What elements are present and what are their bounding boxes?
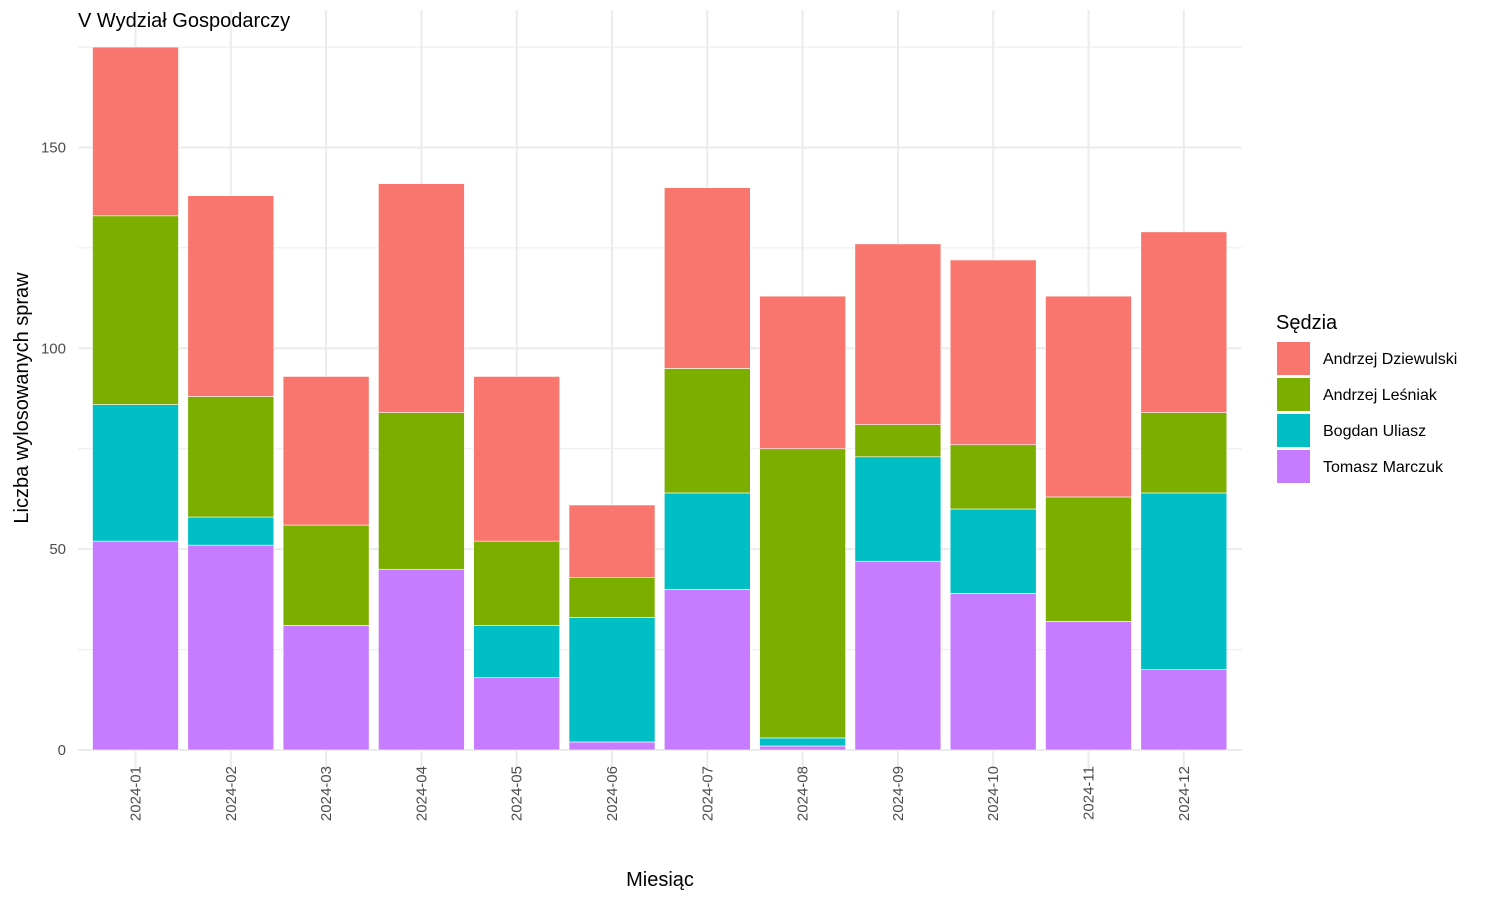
x-tick-label: 2024-08 <box>795 766 812 821</box>
bar-segment <box>1140 669 1228 751</box>
legend: Sędzia Andrzej Dziewulski Andrzej Leśniak… <box>1276 312 1457 483</box>
bar-segment <box>92 540 179 751</box>
legend-swatch <box>1277 450 1310 483</box>
y-tick-label: 150 <box>41 140 66 157</box>
x-tick-label: 2024-12 <box>1176 766 1193 821</box>
bar-segment <box>854 243 942 425</box>
x-tick-label: 2024-06 <box>604 766 621 821</box>
bar-segment <box>663 187 751 369</box>
bar-segment <box>1140 412 1228 494</box>
y-axis-title: Liczba wylosowanych spraw <box>11 272 33 524</box>
legend-label: Andrzej Leśniak <box>1323 387 1438 404</box>
bar-segment <box>1140 231 1228 413</box>
x-tick-label: 2024-05 <box>509 766 526 821</box>
x-tick-label: 2024-03 <box>318 766 335 821</box>
bar-segment <box>473 625 561 679</box>
legend-label: Bogdan Uliasz <box>1323 423 1426 440</box>
bar-segment <box>187 396 275 518</box>
bar-segment <box>282 376 370 526</box>
y-tick-label: 50 <box>49 541 66 558</box>
y-tick-label: 0 <box>58 742 66 759</box>
bar-segment <box>473 540 561 626</box>
bar-segment <box>949 444 1037 510</box>
chart-title: V Wydział Gospodarczy <box>78 10 290 32</box>
bar-segment <box>759 745 846 751</box>
bar-segment <box>663 589 751 751</box>
x-tick-label: 2024-04 <box>413 766 430 821</box>
bar-segment <box>282 524 370 626</box>
legend-label: Andrzej Dziewulski <box>1323 351 1457 368</box>
bar-segment <box>854 424 942 458</box>
bar-segment <box>568 617 656 743</box>
x-tick-label: 2024-07 <box>699 766 716 821</box>
bar-segment <box>949 593 1037 751</box>
bar-segment <box>92 46 179 217</box>
x-tick-label: 2024-11 <box>1081 766 1098 820</box>
bar-segment <box>949 508 1037 594</box>
x-axis-ticks: 2024-01 2024-02 2024-03 2024-04 2024-05 2024-… <box>128 766 1193 821</box>
bar-segment <box>187 516 275 546</box>
bar-segment <box>92 215 179 405</box>
bar-segment <box>663 368 751 494</box>
bar-segment <box>1140 492 1228 670</box>
bars <box>92 46 1228 751</box>
bar-segment <box>568 504 656 578</box>
bar-segment <box>282 625 370 751</box>
legend-swatch <box>1277 378 1310 411</box>
legend-title: Sędzia <box>1276 312 1338 334</box>
y-axis-ticks: 0 50 100 150 <box>41 140 66 760</box>
bar-segment <box>378 568 465 751</box>
bar-segment <box>1045 496 1132 622</box>
bar-segment <box>378 183 465 413</box>
bar-segment <box>473 376 561 542</box>
bar-segment <box>1045 621 1132 751</box>
y-tick-label: 100 <box>41 340 66 357</box>
bar-segment <box>473 677 561 751</box>
x-tick-label: 2024-02 <box>223 766 240 821</box>
x-tick-label: 2024-09 <box>890 766 907 821</box>
bar-segment <box>568 741 656 751</box>
x-tick-label: 2024-10 <box>985 766 1002 821</box>
bar-segment <box>949 259 1037 446</box>
bar-segment <box>759 295 846 450</box>
bar-segment <box>92 404 179 542</box>
legend-label: Tomasz Marczuk <box>1323 459 1444 476</box>
bar-segment <box>1045 295 1132 498</box>
x-tick-label: 2024-01 <box>128 766 145 821</box>
bar-segment <box>378 412 465 570</box>
legend-swatch <box>1277 414 1310 447</box>
bar-segment <box>568 576 656 618</box>
bar-segment <box>187 544 275 751</box>
bar-segment <box>854 560 942 751</box>
legend-swatch <box>1277 342 1310 375</box>
bar-segment <box>854 456 942 562</box>
x-axis-title: Miesiąc <box>626 869 694 891</box>
bar-segment <box>759 737 846 747</box>
bar-segment <box>187 195 275 397</box>
bar-segment <box>759 448 846 739</box>
bar-segment <box>663 492 751 590</box>
